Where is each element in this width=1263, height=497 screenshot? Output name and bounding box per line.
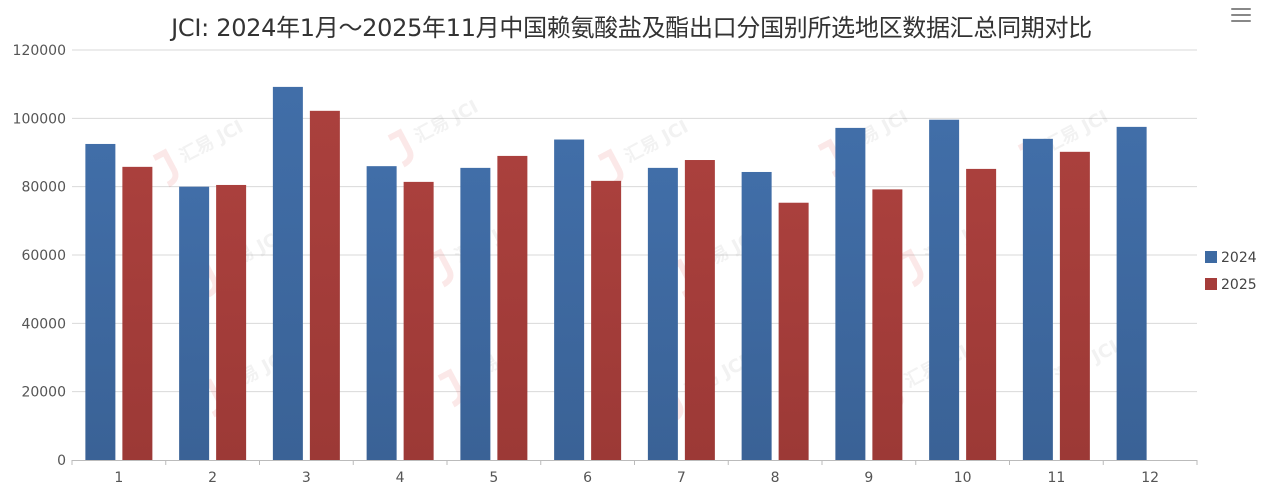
legend-label: 2025	[1221, 277, 1257, 293]
bar-2024-1[interactable]	[85, 143, 116, 461]
bar-2024-4[interactable]	[366, 166, 397, 460]
x-tick-label: 11	[1047, 470, 1065, 486]
x-tick-label: 2	[208, 470, 217, 486]
x-tick-label: 5	[489, 470, 498, 486]
svg-text:汇易 JCI: 汇易 JCI	[176, 116, 247, 167]
legend-swatch	[1205, 251, 1217, 263]
bar-2025-3[interactable]	[309, 110, 340, 461]
bar-2025-7[interactable]	[684, 160, 715, 460]
x-tick-label: 4	[396, 470, 405, 486]
bar-2025-6[interactable]	[591, 180, 622, 460]
x-tick-label: 6	[583, 470, 592, 486]
watermark-logo: 汇易 JCI	[387, 96, 482, 168]
bar-2024-3[interactable]	[272, 86, 303, 461]
x-tick-label: 10	[954, 470, 972, 486]
svg-text:汇易 JCI: 汇易 JCI	[411, 96, 482, 147]
bar-2024-10[interactable]	[929, 119, 960, 460]
bar-2025-9[interactable]	[872, 189, 903, 460]
legend-label: 2024	[1221, 250, 1257, 266]
legend-swatch	[1205, 278, 1217, 290]
x-tick-label: 3	[302, 470, 311, 486]
y-tick-label: 60000	[21, 248, 66, 264]
bar-2025-5[interactable]	[497, 155, 528, 460]
chart-title: JCI: 2024年1月～2025年11月中国赖氨酸盐及酯出口分国别所选地区数据…	[171, 14, 1092, 42]
x-tick-label: 7	[677, 470, 686, 486]
y-tick-label: 120000	[13, 43, 66, 59]
bar-2024-6[interactable]	[554, 139, 585, 460]
bar-2024-2[interactable]	[179, 186, 210, 460]
y-tick-label: 80000	[21, 180, 66, 196]
x-tick-label: 8	[771, 470, 780, 486]
bar-2024-12[interactable]	[1116, 126, 1147, 460]
bar-2025-10[interactable]	[966, 168, 997, 460]
bar-2025-11[interactable]	[1059, 151, 1090, 461]
bar-2024-11[interactable]	[1022, 138, 1053, 461]
hamburger-menu-icon[interactable]	[1231, 6, 1251, 24]
bar-2024-9[interactable]	[835, 127, 866, 461]
bar-2025-2[interactable]	[216, 184, 247, 461]
x-tick-label: 12	[1141, 470, 1159, 486]
bar-2025-4[interactable]	[403, 181, 434, 460]
bar-2024-5[interactable]	[460, 167, 491, 460]
bar-2025-8[interactable]	[778, 202, 809, 460]
x-tick-label: 1	[114, 470, 123, 486]
y-tick-label: 20000	[21, 385, 66, 401]
bar-2024-7[interactable]	[647, 167, 678, 460]
legend-item-2025[interactable]: 2025	[1205, 277, 1257, 293]
bar-2025-1[interactable]	[122, 166, 153, 460]
y-tick-label: 100000	[13, 111, 66, 127]
legend-item-2024[interactable]: 2024	[1205, 250, 1257, 266]
y-tick-label: 0	[57, 453, 66, 469]
bar-2024-8[interactable]	[741, 171, 772, 460]
watermark-logo: 汇易 JCI	[152, 116, 247, 188]
svg-text:汇易 JCI: 汇易 JCI	[621, 116, 692, 167]
x-tick-label: 9	[864, 470, 873, 486]
y-tick-label: 40000	[21, 316, 66, 332]
watermark-logo: 汇易 JCI	[597, 116, 692, 188]
watermark-logo: 汇易 JCI	[817, 106, 912, 178]
